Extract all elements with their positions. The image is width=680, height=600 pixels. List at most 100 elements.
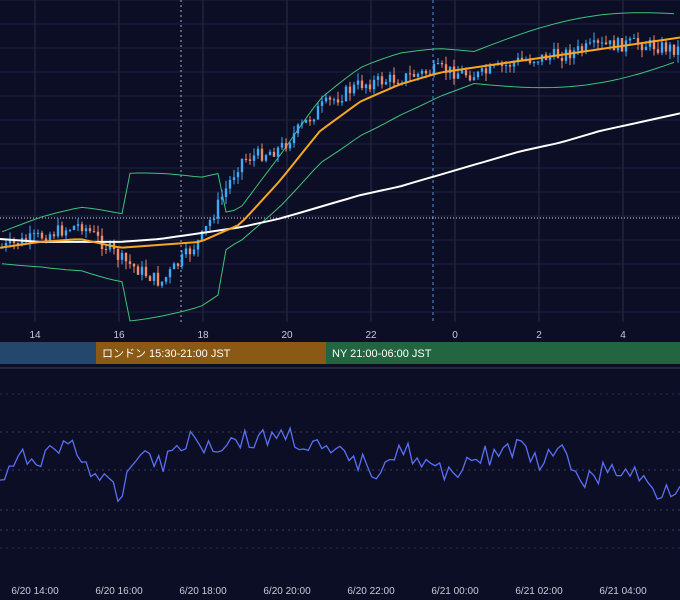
candle bbox=[168, 269, 172, 278]
candle bbox=[536, 61, 540, 63]
candle bbox=[264, 155, 268, 161]
candle bbox=[284, 143, 288, 149]
candle bbox=[572, 50, 576, 59]
ma-short-line bbox=[0, 36, 680, 249]
session-band bbox=[96, 342, 326, 364]
bollinger-bands bbox=[1, 12, 675, 322]
candle bbox=[396, 82, 400, 84]
candle bbox=[16, 242, 20, 246]
time-tick-label: 6/20 20:00 bbox=[263, 586, 311, 597]
candle bbox=[180, 254, 184, 266]
candle bbox=[644, 46, 648, 51]
candle bbox=[616, 38, 620, 51]
oscillator-panel bbox=[0, 426, 680, 503]
candle bbox=[608, 40, 612, 45]
candle bbox=[412, 73, 416, 77]
candle bbox=[444, 64, 448, 73]
candle bbox=[468, 75, 472, 81]
candle bbox=[304, 119, 308, 123]
candle bbox=[272, 151, 276, 157]
candle bbox=[76, 224, 80, 226]
candle bbox=[224, 188, 228, 197]
candle bbox=[132, 263, 136, 267]
session-band bbox=[0, 342, 96, 364]
candle bbox=[372, 79, 376, 90]
candle bbox=[4, 243, 8, 248]
candle bbox=[68, 229, 72, 231]
candle bbox=[672, 44, 676, 55]
candle bbox=[472, 77, 476, 81]
candle bbox=[104, 248, 108, 250]
candle bbox=[560, 57, 564, 61]
candle bbox=[308, 119, 312, 122]
candle bbox=[360, 80, 364, 88]
x-tick-label: 14 bbox=[29, 330, 41, 341]
candle bbox=[44, 238, 48, 242]
oscillator-line bbox=[0, 426, 680, 503]
candle bbox=[120, 252, 124, 260]
candle bbox=[8, 239, 12, 244]
candle bbox=[156, 272, 160, 286]
candle bbox=[24, 238, 28, 242]
candle bbox=[580, 46, 584, 52]
time-tick-label: 6/21 02:00 bbox=[515, 586, 563, 597]
candle bbox=[52, 234, 56, 237]
price-x-axis: 14 16 18 20 22 0 2 4 bbox=[0, 322, 680, 342]
candle bbox=[508, 65, 512, 67]
candle bbox=[332, 99, 336, 101]
candle bbox=[464, 70, 468, 76]
candle bbox=[488, 65, 492, 74]
candle bbox=[440, 63, 444, 65]
candle bbox=[296, 124, 300, 134]
candle bbox=[604, 42, 608, 45]
candle bbox=[276, 147, 280, 157]
candle bbox=[408, 73, 412, 75]
candle bbox=[512, 62, 516, 67]
candle bbox=[356, 80, 360, 85]
candle bbox=[652, 39, 656, 50]
candle bbox=[116, 249, 120, 260]
candle bbox=[364, 84, 368, 88]
candle bbox=[620, 38, 624, 52]
candle bbox=[144, 266, 148, 277]
candle bbox=[392, 74, 396, 83]
candle bbox=[660, 42, 664, 53]
candle bbox=[632, 37, 636, 39]
candle bbox=[600, 42, 604, 44]
candle bbox=[60, 225, 64, 236]
candle bbox=[320, 101, 324, 106]
candle bbox=[448, 66, 452, 73]
candle bbox=[452, 66, 456, 79]
candle bbox=[160, 281, 164, 286]
candle bbox=[64, 230, 68, 236]
candle bbox=[248, 159, 252, 161]
bollinger-lower bbox=[1, 61, 675, 322]
candle bbox=[424, 70, 428, 74]
candle bbox=[236, 172, 240, 178]
session-band bbox=[326, 342, 680, 364]
candle bbox=[56, 225, 60, 237]
candle bbox=[256, 148, 260, 156]
candle bbox=[312, 119, 316, 122]
candle bbox=[88, 228, 92, 232]
candle bbox=[200, 230, 204, 241]
candle bbox=[380, 76, 384, 85]
candle bbox=[316, 105, 320, 120]
x-tick-label: 22 bbox=[365, 330, 377, 341]
x-tick-label: 2 bbox=[536, 330, 542, 341]
candle bbox=[268, 151, 272, 156]
candle bbox=[128, 261, 132, 264]
candle bbox=[636, 37, 640, 45]
candle bbox=[516, 57, 520, 63]
candle bbox=[676, 46, 680, 55]
candle bbox=[548, 56, 552, 61]
candle bbox=[664, 42, 668, 52]
time-x-axis: 6/20 14:00 6/20 16:00 6/20 18:00 6/20 20:00… bbox=[11, 586, 647, 597]
candle bbox=[520, 57, 524, 60]
candle bbox=[528, 59, 532, 64]
candle bbox=[48, 234, 52, 242]
candle bbox=[32, 233, 36, 235]
candle bbox=[564, 49, 568, 61]
candle bbox=[72, 225, 76, 230]
candle bbox=[288, 143, 292, 149]
